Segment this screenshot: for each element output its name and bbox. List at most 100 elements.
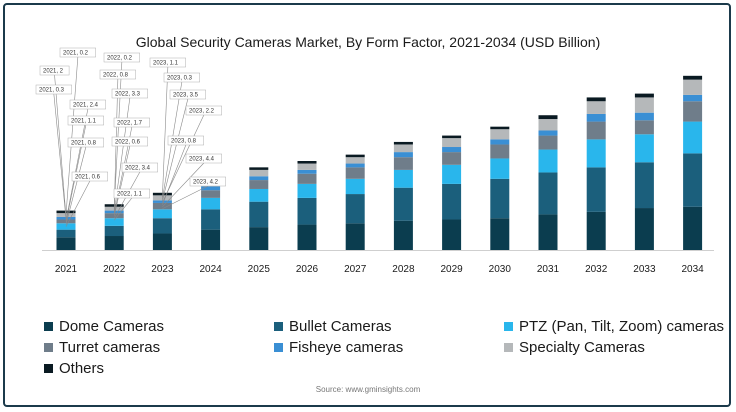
annotation-box xyxy=(169,89,206,100)
bar-segment-2030-s6 xyxy=(490,126,510,130)
legend-swatch xyxy=(274,322,283,331)
bar-segment-2023-s0 xyxy=(152,233,172,250)
annotation-box xyxy=(39,65,70,76)
bar-segment-2027-s6 xyxy=(345,154,365,158)
bar-segment-2034-s5 xyxy=(683,79,703,95)
annotation-label: 2022, 3.4 xyxy=(125,166,151,172)
bar-segment-2031-s5 xyxy=(538,119,558,131)
x-tick-label: 2028 xyxy=(392,264,415,275)
annotation-leader xyxy=(113,61,123,209)
bar-segment-2025-s5 xyxy=(249,169,269,177)
x-tick-label: 2033 xyxy=(633,264,656,275)
bar-segment-2026-s3 xyxy=(297,173,317,184)
legend-item: PTZ (Pan, Tilt, Zoom) cameras xyxy=(504,318,724,335)
x-tick-label: 2025 xyxy=(248,264,271,275)
bar-segment-2033-s6 xyxy=(634,93,654,98)
bar-segment-2021-s1 xyxy=(56,229,76,238)
bar-segment-2029-s1 xyxy=(442,183,462,220)
bar-segment-2027-s4 xyxy=(345,163,365,168)
bar-segment-2034-s0 xyxy=(683,206,703,250)
bar-segment-2031-s3 xyxy=(538,135,558,150)
x-tick-label: 2026 xyxy=(296,264,319,275)
x-tick-label: 2030 xyxy=(489,264,512,275)
annotation-box xyxy=(185,105,222,116)
annotation-box xyxy=(99,69,136,80)
annotation-leader xyxy=(162,66,169,197)
x-tick-label: 2034 xyxy=(681,264,704,275)
annotation-box xyxy=(111,136,148,147)
x-tick-label: 2032 xyxy=(585,264,608,275)
bar-segment-2028-s5 xyxy=(393,144,413,153)
annotation-box xyxy=(149,57,186,68)
bar-segment-2028-s2 xyxy=(393,169,413,188)
annotation-box xyxy=(189,176,226,187)
annotation-label: 2023, 4.2 xyxy=(193,180,219,186)
bar-segment-2029-s2 xyxy=(442,164,462,184)
bar-segment-2024-s4 xyxy=(201,186,221,191)
legend-label: PTZ (Pan, Tilt, Zoom) cameras xyxy=(519,318,725,335)
bar-segment-2029-s5 xyxy=(442,138,462,148)
annotation-box xyxy=(111,88,148,99)
legend-swatch xyxy=(44,322,53,331)
bar-segment-2028-s4 xyxy=(393,152,413,158)
x-tick-label: 2022 xyxy=(103,264,126,275)
bar-segment-2024-s2 xyxy=(201,197,221,210)
bar-segment-2022-s2 xyxy=(104,218,124,226)
annotation-label: 2022, 1.7 xyxy=(117,121,143,127)
bar-segment-2022-s1 xyxy=(104,225,124,237)
annotation-leader xyxy=(113,145,131,217)
bar-segment-2030-s4 xyxy=(490,139,510,145)
bar-segment-2027-s2 xyxy=(345,178,365,195)
bar-segment-2031-s0 xyxy=(538,214,558,250)
bar-segment-2034-s3 xyxy=(683,101,703,122)
bar-segment-2023-s2 xyxy=(152,209,172,219)
bar-segment-2034-s4 xyxy=(683,94,703,102)
bar-segment-2027-s0 xyxy=(345,223,365,250)
annotation-leader xyxy=(65,108,89,221)
annotation-label: 2021, 2.4 xyxy=(73,103,99,109)
bar-segment-2024-s1 xyxy=(201,209,221,230)
annotation-label: 2022, 3.3 xyxy=(115,92,141,98)
annotation-label: 2021, 2 xyxy=(43,69,64,75)
bar-segment-2028-s3 xyxy=(393,157,413,170)
annotation-box xyxy=(67,115,104,126)
bar-segment-2033-s5 xyxy=(634,97,654,113)
annotation-box xyxy=(113,117,150,128)
annotation-leader xyxy=(162,144,187,205)
x-tick-label: 2031 xyxy=(537,264,560,275)
legend-label: Fisheye cameras xyxy=(289,339,404,356)
bar-segment-2025-s3 xyxy=(249,180,269,189)
bar-segment-2027-s5 xyxy=(345,157,365,164)
bar-segment-2026-s4 xyxy=(297,169,317,174)
annotation-box xyxy=(67,137,104,148)
bar-segment-2024-s3 xyxy=(201,190,221,198)
annotation-box xyxy=(59,47,96,58)
bar-segment-2032-s3 xyxy=(586,121,606,140)
annotation-box xyxy=(163,72,200,83)
bar-segment-2032-s2 xyxy=(586,139,606,168)
annotation-leader xyxy=(65,180,91,227)
annotation-label: 2022, 0.2 xyxy=(107,56,133,62)
bar-segment-2033-s2 xyxy=(634,134,654,163)
bar-segment-2033-s4 xyxy=(634,112,654,121)
bar-segment-2034-s2 xyxy=(683,121,703,154)
annotation-label: 2022, 1.1 xyxy=(117,192,143,198)
legend-swatch xyxy=(504,322,513,331)
annotation-label: 2021, 0.8 xyxy=(71,141,97,147)
annotation-box xyxy=(113,188,150,199)
chart-title: Global Security Cameras Market, By Form … xyxy=(135,34,601,50)
annotation-box xyxy=(185,153,222,164)
bar-segment-2030-s1 xyxy=(490,178,510,219)
bar-segment-2031-s6 xyxy=(538,115,558,120)
x-tick-label: 2024 xyxy=(199,264,222,275)
bar-segment-2021-s0 xyxy=(56,237,76,250)
annotation-label: 2023, 3.5 xyxy=(173,93,199,99)
annotation-box xyxy=(69,99,106,110)
annotation-leader xyxy=(65,56,79,215)
annotation-label: 2021, 0.3 xyxy=(39,88,65,94)
legend-swatch xyxy=(44,364,53,373)
legend-label: Turret cameras xyxy=(59,339,161,356)
annotation-label: 2023, 0.8 xyxy=(171,139,197,145)
bar-segment-2025-s4 xyxy=(249,176,269,181)
annotation-leader xyxy=(162,185,208,210)
